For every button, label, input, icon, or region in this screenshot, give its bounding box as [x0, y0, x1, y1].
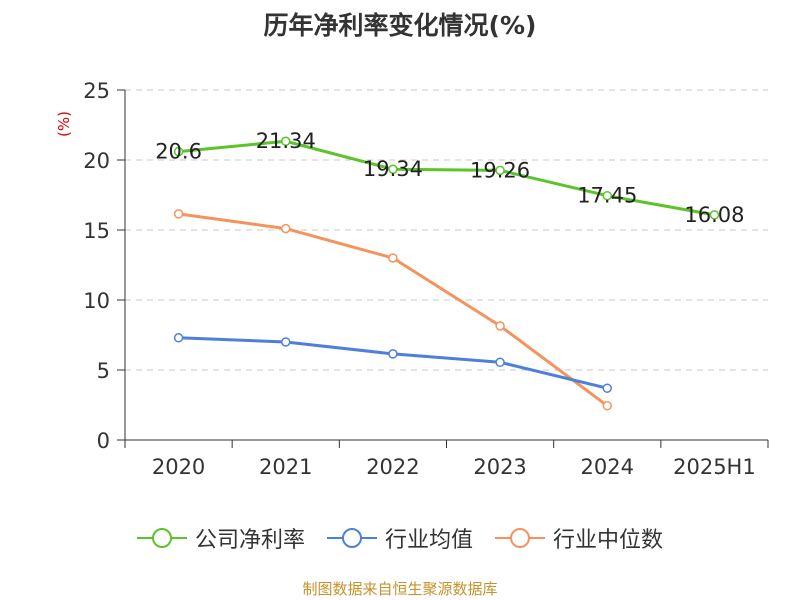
legend-label: 行业中位数 — [553, 528, 664, 553]
data-point — [495, 321, 505, 331]
data-point — [281, 223, 291, 234]
legend-label: 公司净利率 — [194, 528, 305, 553]
data-label: 17.45 — [577, 184, 637, 208]
series-line — [178, 139, 715, 217]
data-point — [602, 190, 612, 201]
data-point — [602, 400, 612, 411]
data-point — [281, 136, 291, 146]
legend-label: 行业均值 — [384, 528, 473, 553]
data-label: 19.26 — [470, 158, 530, 182]
data-point — [173, 146, 184, 157]
y-tick-label: 10 — [83, 289, 110, 313]
data-label: 20.6 — [155, 140, 202, 164]
x-tick-label: 2020 — [152, 455, 205, 479]
data-point — [281, 337, 291, 347]
legend-item-industry-median[interactable]: 行业中位数 — [495, 522, 663, 554]
legend-item-company-net-margin[interactable]: 公司净利率 — [136, 522, 305, 554]
chart-title: 历年净利率变化情况(%) — [263, 11, 537, 40]
x-tick-label: 2025H1 — [673, 455, 756, 479]
legend-line-marker-icon — [326, 528, 377, 548]
legend-item-industry-mean[interactable]: 行业均值 — [326, 522, 473, 554]
y-tick-label: 15 — [83, 219, 110, 243]
y-tick-label: 0 — [97, 429, 110, 453]
data-label: 16.08 — [684, 203, 744, 227]
data-point — [495, 357, 505, 368]
y-tick-label: 5 — [97, 359, 110, 383]
series-line — [178, 336, 608, 390]
y-tick-label: 25 — [83, 79, 110, 103]
data-point — [388, 349, 398, 359]
x-tick-label: 2023 — [473, 455, 526, 479]
data-label: 19.34 — [363, 157, 423, 181]
legend-line-marker-icon — [136, 528, 187, 548]
data-point — [709, 210, 720, 220]
data-point — [388, 164, 398, 174]
x-tick-label: 2022 — [366, 455, 419, 479]
data-point — [173, 209, 184, 219]
x-tick-label: 2024 — [581, 455, 634, 479]
data-source-note: 制图数据来自恒生聚源数据库 — [302, 580, 498, 598]
data-point — [388, 253, 398, 263]
data-point — [602, 383, 612, 393]
data-point — [173, 333, 184, 343]
data-label: 21.34 — [256, 129, 316, 153]
data-point — [495, 165, 505, 176]
y-tick-label: 20 — [83, 149, 110, 173]
legend-line-marker-icon — [495, 528, 545, 548]
chart-legend: 公司净利率 行业均值 行业中位数 — [0, 522, 800, 554]
x-tick-label: 2021 — [259, 455, 312, 479]
series-line — [178, 212, 609, 407]
